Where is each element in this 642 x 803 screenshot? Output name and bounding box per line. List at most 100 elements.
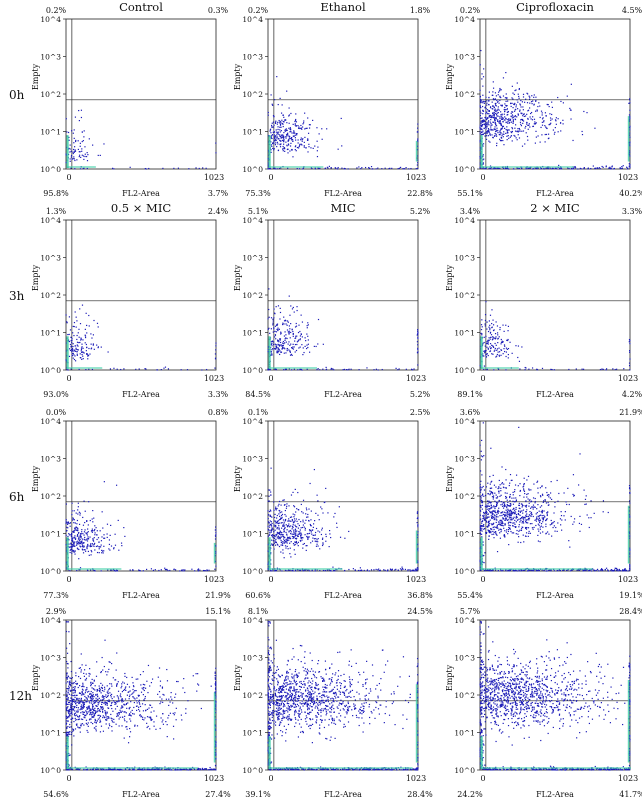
scatter-point (541, 515, 543, 517)
scatter-point (535, 167, 537, 170)
scatter-point (483, 102, 485, 104)
scatter-point (76, 714, 78, 716)
scatter-point (300, 534, 303, 536)
scatter-point (214, 677, 216, 679)
scatter-point (302, 547, 304, 549)
scatter-point (527, 498, 529, 500)
scatter-point (370, 166, 373, 168)
scatter-point (487, 116, 489, 119)
scatter-point (276, 145, 278, 148)
scatter-point (69, 677, 71, 679)
scatter-point (361, 167, 363, 169)
scatter-point (299, 529, 301, 531)
scatter-point (215, 345, 217, 347)
scatter-point (111, 719, 113, 722)
x-axis-label: FL2-Area (122, 790, 160, 799)
scatter-point (485, 510, 487, 512)
scatter-point (290, 131, 292, 133)
scatter-point (517, 113, 519, 115)
scatter-point (490, 129, 492, 131)
scatter-point (82, 533, 84, 535)
x-tick-label: 1023 (406, 173, 426, 182)
scatter-point (278, 122, 281, 124)
scatter-point (120, 711, 122, 714)
scatter-point (482, 511, 485, 514)
scatter-point (72, 544, 74, 546)
scatter-point (496, 332, 499, 334)
scatter-point (182, 768, 184, 770)
scatter-point (519, 110, 521, 112)
scatter-point (479, 514, 481, 516)
scatter-point (275, 520, 277, 522)
scatter-point (71, 544, 73, 546)
scatter-point (542, 519, 544, 521)
scatter-point (545, 570, 547, 572)
scatter-point (96, 545, 99, 547)
scatter-point (278, 344, 280, 346)
scatter-point (79, 534, 81, 537)
scatter-point (479, 365, 481, 367)
scatter-point (573, 166, 576, 168)
scatter-point (596, 568, 599, 570)
scatter-point (74, 168, 76, 170)
scatter-point (629, 553, 631, 555)
scatter-point (489, 494, 491, 496)
scatter-point (76, 533, 79, 536)
scatter-point (67, 696, 69, 699)
scatter-point (629, 127, 631, 129)
quadrant-ur-percent: 2.4% (208, 207, 229, 216)
scatter-point (488, 516, 490, 518)
scatter-point (506, 105, 508, 107)
scatter-point (373, 369, 375, 371)
scatter-point (547, 103, 549, 106)
scatter-point (69, 522, 72, 524)
scatter-point (501, 522, 503, 524)
scatter-point (489, 350, 492, 352)
scatter-point (65, 522, 67, 524)
scatter-point (201, 767, 204, 769)
scatter-point (108, 699, 110, 701)
scatter-point (490, 119, 492, 121)
scatter-point (496, 534, 498, 536)
scatter-point (274, 540, 276, 542)
scatter-point (278, 536, 280, 539)
scatter-point (483, 100, 485, 102)
scatter-point (496, 109, 498, 111)
scatter-point (543, 569, 545, 572)
scatter-point (523, 485, 525, 487)
dense-baseline-accent (67, 568, 122, 570)
scatter-point (287, 343, 289, 345)
scatter-point (520, 123, 522, 125)
scatter-point (142, 710, 144, 712)
scatter-point (272, 143, 274, 145)
scatter-point (508, 119, 510, 121)
scatter-point (326, 569, 328, 571)
scatter-point (99, 721, 101, 723)
scatter-point (497, 509, 499, 512)
scatter-point (493, 506, 495, 508)
scatter-point (68, 681, 70, 683)
scatter-point (486, 100, 488, 102)
scatter-point (271, 528, 273, 530)
scatter-point (540, 126, 542, 129)
y-tick-label: 10^1 (242, 329, 263, 338)
scatter-point (503, 144, 505, 146)
scatter-point (490, 527, 492, 530)
scatter-point (497, 496, 499, 498)
scatter-point (521, 346, 523, 348)
scatter-point (399, 568, 402, 570)
y-tick-label: 10^0 (454, 567, 475, 576)
scatter-point (70, 712, 72, 714)
x-tick-label: 0 (268, 575, 273, 584)
scatter-point (121, 697, 123, 700)
scatter-point (410, 167, 412, 170)
scatter-point (532, 497, 535, 499)
scatter-point (312, 534, 314, 536)
scatter-point (289, 136, 291, 138)
y-tick-label: 10^3 (242, 53, 263, 62)
scatter-point (278, 525, 280, 527)
scatter-point (283, 538, 285, 540)
scatter-point (82, 706, 84, 708)
scatter-point (103, 665, 105, 668)
